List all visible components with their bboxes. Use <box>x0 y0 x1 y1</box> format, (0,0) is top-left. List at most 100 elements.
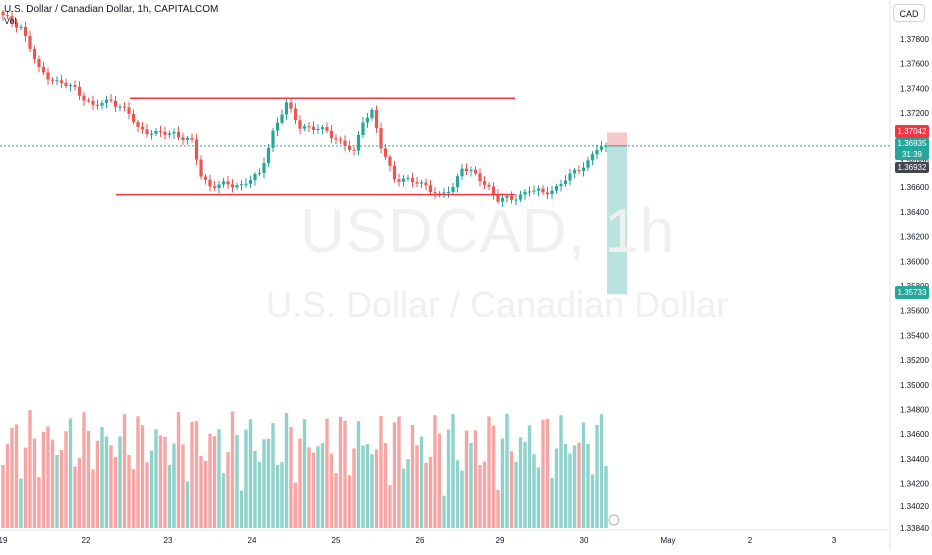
candle-body <box>190 137 194 140</box>
candle-body <box>347 145 352 150</box>
candle-body <box>284 102 289 115</box>
candle-body <box>410 178 415 183</box>
volume-bar <box>415 445 419 528</box>
volume-bar <box>212 436 217 528</box>
volume-bar <box>541 419 545 528</box>
candle-body <box>266 147 271 164</box>
candle-body <box>577 170 581 172</box>
candle-body <box>320 127 325 129</box>
candle-body <box>14 22 19 28</box>
candle-body <box>392 165 397 180</box>
volume-bar <box>154 429 158 528</box>
candle-body <box>185 137 190 140</box>
candle-body <box>131 113 136 123</box>
volume-bar <box>262 439 266 528</box>
candle-body <box>545 192 550 195</box>
volume-bar <box>568 453 572 528</box>
volume-bar <box>91 469 95 528</box>
volume-bar <box>185 481 190 528</box>
volume-bar <box>577 442 581 528</box>
volume-bar <box>473 430 478 528</box>
candle-body <box>554 186 559 191</box>
candle-body <box>541 188 545 193</box>
candle-body <box>586 160 590 168</box>
candle-body <box>352 149 356 151</box>
volume-bar <box>311 452 316 528</box>
volume-bar <box>379 415 383 528</box>
volume-bar <box>226 452 230 528</box>
price-tick-label: 1.33840 <box>900 524 929 533</box>
name-watermark: U.S. Dollar / Canadian Dollar <box>266 284 729 325</box>
candle-body <box>514 199 518 201</box>
candle-body <box>208 179 212 187</box>
volume-bar <box>374 449 379 528</box>
candle-body <box>595 149 599 155</box>
volume-bar <box>5 444 10 528</box>
candle-body <box>379 128 383 149</box>
candle-body <box>113 100 118 107</box>
volume-bar <box>86 430 91 528</box>
candle-body <box>455 176 460 188</box>
volume-bar <box>442 495 446 528</box>
candle-body <box>532 190 536 192</box>
volume-bar <box>248 419 253 528</box>
candle-body <box>199 159 203 177</box>
target-zone <box>607 145 627 295</box>
currency-button[interactable]: CAD <box>893 4 925 22</box>
volume-bar <box>118 436 122 528</box>
candle-body <box>419 182 424 184</box>
volume-bar <box>338 416 343 528</box>
volume-bar <box>446 429 451 528</box>
candle-body <box>118 106 122 108</box>
candle-body <box>262 163 266 174</box>
candle-body <box>406 178 410 180</box>
volume-bar <box>131 469 136 528</box>
candle-body <box>5 15 10 17</box>
volume-bar <box>217 429 221 528</box>
price-axis[interactable]: 1.378001.376001.374001.372001.370001.368… <box>900 35 929 533</box>
candle-body <box>428 185 433 193</box>
candle-body <box>23 26 28 36</box>
candle-body <box>527 191 532 193</box>
candle-body <box>104 99 109 104</box>
volume-bar <box>545 418 550 528</box>
candle-body <box>19 26 23 28</box>
volume-bar <box>509 451 514 528</box>
candle-body <box>181 137 185 140</box>
volume-bar <box>275 464 280 528</box>
candle-body <box>437 193 442 195</box>
last-price-tag: 1.36935 31:39 <box>895 138 929 160</box>
volume-bar <box>455 460 460 528</box>
volume-bar <box>514 461 518 528</box>
candle-body <box>248 180 253 184</box>
volume-bar <box>19 478 23 528</box>
volume-bar <box>127 454 131 528</box>
volume-bar <box>464 430 469 528</box>
candle-body <box>473 169 478 174</box>
candle-body <box>289 102 293 109</box>
volume-bar <box>167 464 172 528</box>
candle-body <box>136 122 140 127</box>
time-axis[interactable]: 19 22 23 24 25 26 29 30 May 2 3 <box>0 536 837 545</box>
candle-body <box>41 67 46 73</box>
candle-body <box>149 133 154 135</box>
candle-body <box>239 184 244 186</box>
candle-body <box>397 179 401 182</box>
candle-body <box>518 194 523 200</box>
candle-body <box>509 196 514 200</box>
candle-body <box>329 130 334 139</box>
volume-bar <box>46 426 50 528</box>
volume-bar <box>518 437 523 528</box>
volume-bar <box>428 456 433 528</box>
volume-bar <box>136 416 140 528</box>
volume-bar <box>550 477 554 528</box>
volume-bar <box>235 435 239 528</box>
candle-body <box>590 154 595 161</box>
volume-bar <box>595 424 599 528</box>
volume-bar <box>158 435 163 528</box>
candle-body <box>167 133 172 135</box>
volume-bar <box>559 415 563 528</box>
price-tick-label: 1.36200 <box>900 233 929 242</box>
